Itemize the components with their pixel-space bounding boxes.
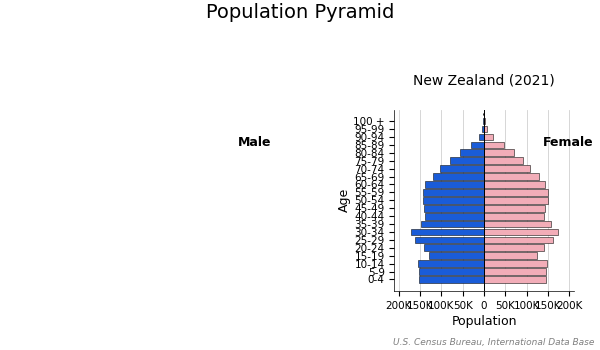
Bar xyxy=(421,221,484,228)
Bar xyxy=(484,221,551,228)
Bar xyxy=(484,237,553,243)
Bar xyxy=(423,189,484,196)
Bar xyxy=(484,189,548,196)
Y-axis label: Age: Age xyxy=(337,188,350,212)
Bar xyxy=(479,134,484,140)
Bar xyxy=(484,197,548,204)
Bar xyxy=(484,165,530,172)
Title: New Zealand (2021): New Zealand (2021) xyxy=(413,74,555,88)
Bar xyxy=(424,205,484,212)
Bar xyxy=(484,141,503,148)
Text: Population Pyramid: Population Pyramid xyxy=(206,4,394,22)
Bar xyxy=(484,173,539,180)
Text: Male: Male xyxy=(238,136,271,149)
X-axis label: Population: Population xyxy=(451,315,517,328)
Bar xyxy=(484,118,485,125)
Bar xyxy=(484,158,523,164)
Bar xyxy=(484,134,493,140)
Bar xyxy=(419,268,484,275)
Bar xyxy=(428,252,484,259)
Bar xyxy=(484,205,545,212)
Bar xyxy=(484,260,547,267)
Bar xyxy=(484,252,538,259)
Text: Female: Female xyxy=(543,136,593,149)
Bar xyxy=(484,244,544,251)
Bar xyxy=(484,268,547,275)
Bar xyxy=(460,149,484,156)
Bar xyxy=(433,173,484,180)
Bar xyxy=(418,260,484,267)
Bar xyxy=(484,229,558,235)
Text: U.S. Census Bureau, International Data Base: U.S. Census Bureau, International Data B… xyxy=(392,337,594,346)
Bar xyxy=(410,229,484,235)
Bar xyxy=(440,165,484,172)
Bar xyxy=(450,158,484,164)
Bar xyxy=(484,213,544,219)
Bar xyxy=(484,181,545,188)
Bar xyxy=(425,213,484,219)
Bar xyxy=(471,141,484,148)
Bar xyxy=(484,126,487,132)
Bar xyxy=(425,181,484,188)
Bar xyxy=(423,197,484,204)
Bar xyxy=(419,276,484,283)
Bar xyxy=(482,126,484,132)
Bar xyxy=(484,149,514,156)
Bar xyxy=(484,276,547,283)
Bar xyxy=(415,237,484,243)
Bar xyxy=(424,244,484,251)
